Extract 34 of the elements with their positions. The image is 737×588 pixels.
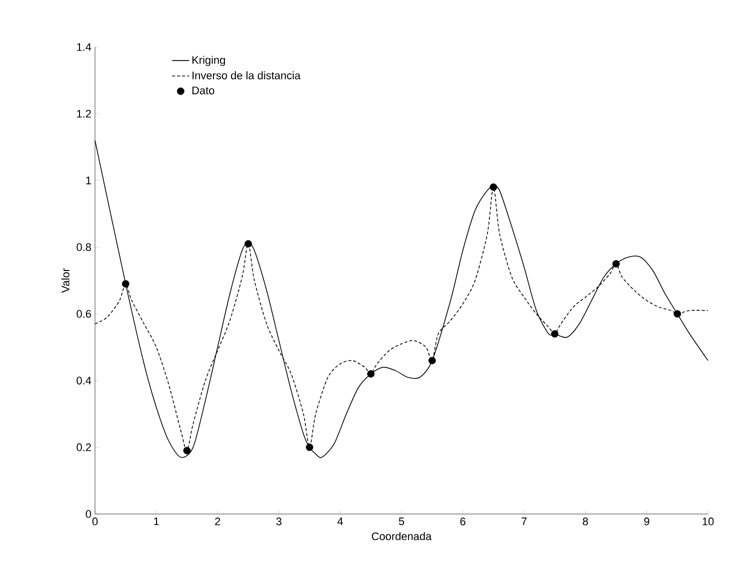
y-tick-label: 1	[86, 176, 91, 184]
y-tick-label: 0.8	[76, 243, 91, 252]
point	[306, 444, 314, 451]
point	[551, 330, 558, 338]
x-tick-label: 10	[702, 518, 714, 526]
x-axis-title: Coordenada	[372, 532, 432, 540]
x-tick-label: 1	[154, 518, 159, 526]
y-tick-label: 0	[86, 510, 92, 518]
point	[183, 446, 191, 454]
y-tick-label: 0.2	[76, 443, 91, 452]
y-tick-label: 1.2	[77, 110, 91, 118]
y-tick-label: 1.4	[77, 43, 92, 51]
legend-label: Kriging	[192, 56, 225, 66]
point	[244, 240, 252, 248]
y-tick-label: 0.4	[76, 376, 92, 384]
point	[490, 183, 498, 191]
point	[122, 280, 130, 288]
y-tick-label: 0.6	[76, 310, 91, 318]
y-axis-title: Valor	[61, 268, 70, 293]
point	[674, 310, 682, 318]
point	[428, 356, 436, 364]
point	[367, 370, 375, 378]
x-tick-label: 0	[92, 518, 98, 526]
x-tick-label: 3	[276, 518, 282, 526]
legend-label: Dato	[192, 86, 214, 94]
x-tick-label: 4	[337, 518, 343, 526]
x-tick-label: 5	[398, 518, 404, 526]
x-tick-label: 6	[460, 518, 466, 526]
point	[612, 260, 620, 268]
legend-label: Inverso de la distancia	[192, 71, 301, 80]
x-tick-label: 7	[522, 518, 527, 526]
x-tick-label: 8	[582, 518, 588, 526]
x-tick-label: 2	[215, 518, 220, 526]
x-tick-label: 9	[644, 518, 650, 526]
